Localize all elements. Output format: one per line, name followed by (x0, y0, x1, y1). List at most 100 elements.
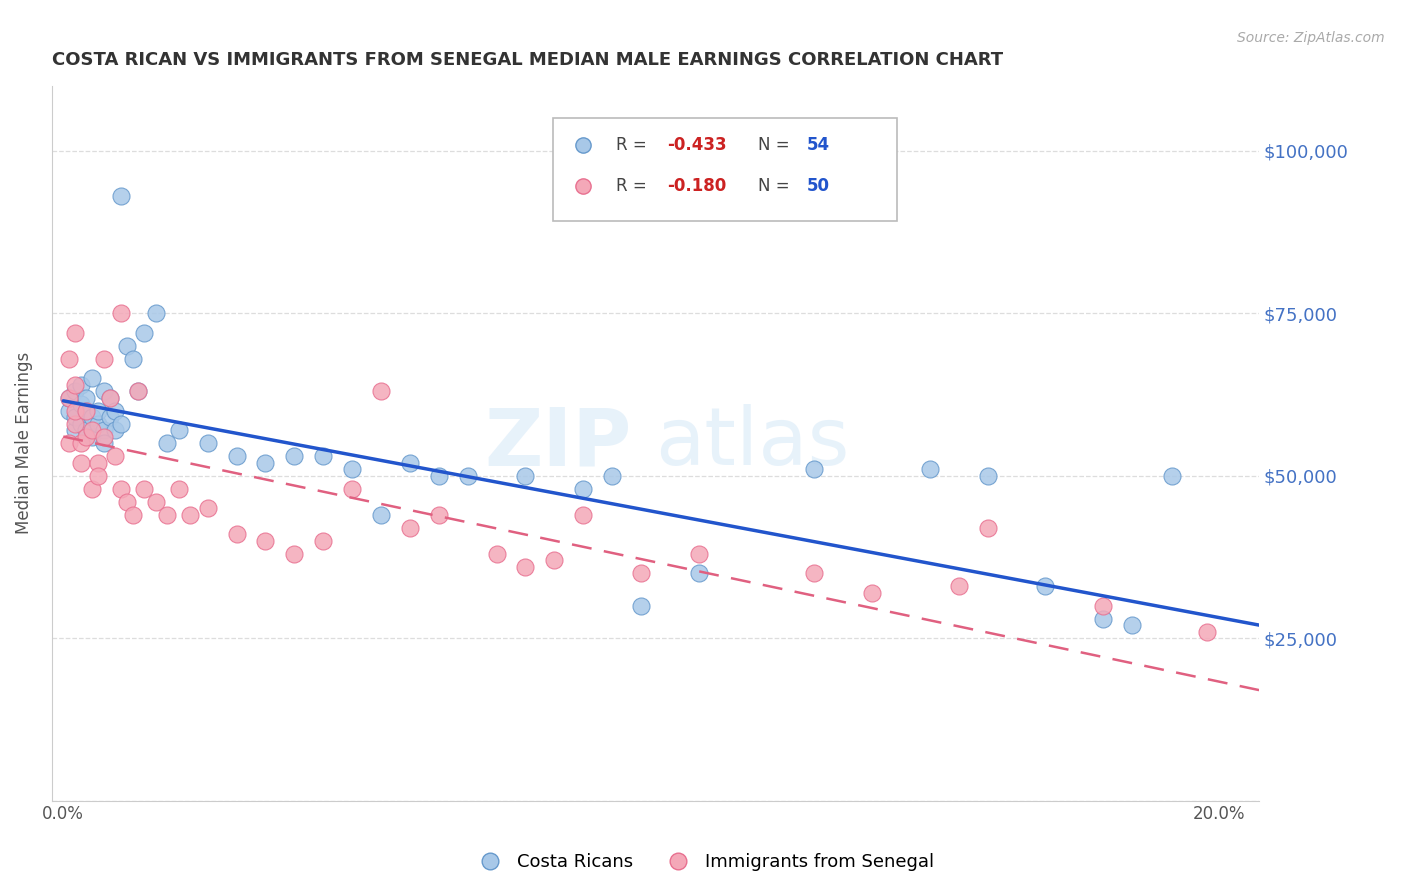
Point (110, 306, 132, 320)
Point (82, 371, 104, 385)
Text: ZIP: ZIP (484, 404, 631, 482)
Point (110, 417, 132, 431)
Point (93, 429, 115, 443)
Point (543, 553, 565, 567)
Point (127, 384, 149, 398)
Point (58, 403, 80, 417)
Point (121, 508, 143, 522)
Point (283, 449, 305, 463)
Point (803, 462, 825, 476)
Point (225, 527, 247, 541)
Point (63, 384, 86, 398)
Point (630, 599, 652, 613)
Point (515, 559, 537, 574)
Point (87, 456, 110, 470)
Point (254, 456, 277, 470)
Text: Source: ZipAtlas.com: Source: ZipAtlas.com (1237, 31, 1385, 45)
Point (1092, 611, 1115, 625)
Point (340, 462, 363, 476)
Point (115, 338, 138, 352)
Point (82, 482, 104, 496)
Point (399, 520, 422, 534)
Point (134, 326, 156, 340)
Point (69, 377, 91, 392)
Legend: Costa Ricans, Immigrants from Senegal: Costa Ricans, Immigrants from Senegal (464, 847, 942, 879)
Point (110, 482, 132, 496)
Text: -0.433: -0.433 (668, 136, 727, 153)
Point (312, 449, 335, 463)
Point (87, 403, 110, 417)
Point (1092, 599, 1115, 613)
Point (515, 468, 537, 483)
Point (283, 547, 305, 561)
Point (197, 436, 219, 450)
Point (803, 566, 825, 580)
Point (82, 410, 104, 425)
Point (104, 449, 127, 463)
Point (63, 423, 86, 437)
Y-axis label: Median Male Earnings: Median Male Earnings (15, 352, 32, 534)
Point (179, 508, 201, 522)
Point (1197, 624, 1219, 639)
Text: 50: 50 (806, 177, 830, 194)
Text: N =: N = (758, 177, 794, 194)
Point (688, 566, 710, 580)
Point (860, 585, 883, 599)
Point (58, 351, 80, 366)
Point (156, 436, 179, 450)
Point (399, 456, 422, 470)
Point (75, 403, 97, 417)
Point (58, 391, 80, 405)
Point (93, 423, 115, 437)
Point (69, 456, 91, 470)
Point (948, 579, 970, 593)
Text: atlas: atlas (655, 404, 849, 482)
Point (370, 384, 392, 398)
Point (87, 417, 110, 431)
Point (167, 423, 190, 437)
Point (63, 417, 86, 431)
Point (976, 520, 998, 534)
Point (145, 306, 167, 320)
Point (75, 391, 97, 405)
Text: -0.180: -0.180 (668, 177, 727, 194)
Point (63, 410, 86, 425)
Point (104, 423, 127, 437)
Point (572, 482, 595, 496)
Point (340, 482, 363, 496)
Point (572, 508, 595, 522)
Text: 54: 54 (806, 136, 830, 153)
Point (127, 384, 149, 398)
Point (58, 436, 80, 450)
Point (1033, 579, 1056, 593)
Point (63, 377, 86, 392)
Point (69, 436, 91, 450)
Text: N =: N = (758, 136, 794, 153)
Point (312, 533, 335, 548)
Point (197, 501, 219, 516)
Point (427, 508, 450, 522)
Point (82, 429, 104, 443)
Point (145, 494, 167, 508)
FancyBboxPatch shape (553, 118, 897, 221)
Text: R =: R = (616, 136, 651, 153)
Point (457, 468, 479, 483)
Point (75, 429, 97, 443)
Point (93, 384, 115, 398)
Point (93, 351, 115, 366)
Point (98, 391, 121, 405)
Point (69, 397, 91, 411)
Text: R =: R = (616, 177, 651, 194)
Point (98, 410, 121, 425)
Point (600, 468, 623, 483)
Point (167, 482, 190, 496)
Point (1161, 468, 1184, 483)
Point (75, 403, 97, 417)
Point (156, 508, 179, 522)
Point (63, 403, 86, 417)
Point (254, 533, 277, 548)
Point (370, 508, 392, 522)
Point (918, 462, 941, 476)
Point (63, 326, 86, 340)
Point (225, 449, 247, 463)
